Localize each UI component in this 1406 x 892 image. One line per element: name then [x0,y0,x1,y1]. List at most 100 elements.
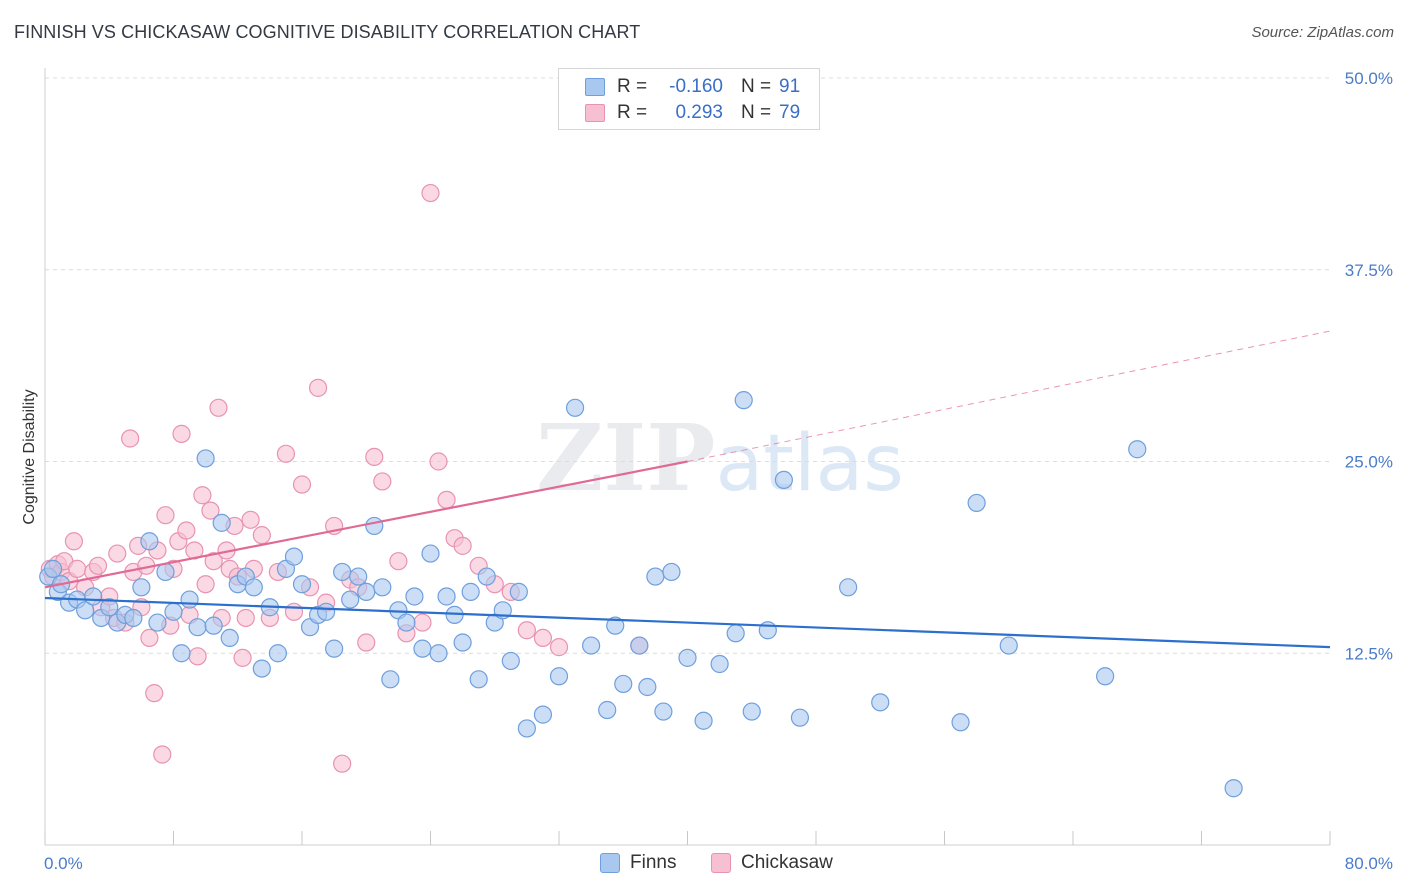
finns-point-86 [967,493,986,513]
finns-point-18 [172,644,191,663]
finns-point-88 [1096,667,1115,686]
finns-point-16 [156,562,175,582]
chickasaw-point-16 [121,429,140,448]
finns-point-82 [790,708,810,727]
finns-point-72 [654,702,673,721]
finns-point-15 [148,613,167,632]
finns-point-80 [758,621,777,640]
finns-swatch [585,78,605,96]
finns-point-69 [630,636,649,655]
chickasaw-point-64 [389,552,408,571]
finns-point-66 [598,700,617,720]
finns-point-61 [517,719,536,738]
chickasaw-point-33 [188,647,207,666]
chickasaw-point-58 [333,754,352,773]
finns-point-65 [582,636,601,655]
finns-point-54 [461,582,480,601]
chickasaw-point-51 [276,444,296,463]
finns-point-70 [638,677,657,697]
chickasaw-point-66 [413,613,432,632]
x-tick-label-1: 80.0% [1345,854,1393,873]
finns-legend-label: Finns [630,852,677,873]
chickasaw-point-61 [357,633,376,652]
finns-point-17 [164,602,183,621]
chickasaw-swatch [585,104,605,122]
finns-point-30 [268,644,288,663]
chickasaw-legend-swatch [711,853,731,873]
finns-point-38 [333,562,352,582]
finns-point-48 [413,639,432,658]
chickasaw-n-value: 79 [779,102,801,123]
finns-point-47 [405,587,424,606]
finns-point-64 [565,398,585,417]
chickasaw-point-63 [373,472,392,491]
chickasaw-point-25 [156,506,175,525]
finns-point-39 [341,590,360,609]
axes [44,68,1331,846]
finns-point-32 [284,547,304,566]
watermark: ZIPatlas [536,404,904,512]
finns-point-87 [999,636,1018,655]
chickasaw-point-44 [233,648,252,667]
chickasaw-point-24 [153,745,172,764]
finns-legend-swatch [600,853,620,873]
finns-point-7 [84,587,103,606]
y-tick-label-2: 37.5% [1345,261,1393,280]
chickasaw-point-75 [517,621,536,640]
finns-point-68 [614,674,633,694]
chickasaw-point-55 [308,378,328,397]
finns-point-73 [662,562,681,582]
y-tick-label-0: 12.5% [1345,644,1393,663]
finns-point-22 [204,616,223,635]
finns-point-50 [429,644,448,663]
chickasaw-legend-label: Chickasaw [741,852,833,873]
finns-point-42 [365,516,384,536]
chickasaw-point-62 [365,447,384,466]
source-label: Source: ZipAtlas.com [1251,24,1394,41]
finns-point-83 [839,578,858,597]
finns-point-89 [1128,440,1147,459]
finns-point-37 [325,639,344,658]
finns-point-21 [196,449,215,468]
finns-point-79 [742,702,761,721]
finns-point-28 [252,659,271,678]
finns-point-75 [694,711,713,730]
finns-point-78 [734,391,753,410]
chart-title: FINNISH VS CHICKASAW COGNITIVE DISABILIT… [14,22,641,42]
finns-point-24 [220,628,239,648]
chickasaw-point-52 [284,602,304,621]
finns-point-49 [421,544,440,563]
chickasaw-point-76 [533,628,553,648]
chickasaw-point-29 [172,424,191,443]
finns-point-55 [469,670,488,689]
chickasaw-point-6 [64,532,84,551]
finns-point-43 [373,578,392,597]
chickasaw-point-30 [177,521,196,540]
chickasaw-point-36 [201,501,220,520]
finns-point-19 [180,590,199,609]
chickasaw-point-71 [453,536,472,555]
finns-point-20 [188,618,207,637]
finns-point-56 [477,567,496,586]
chickasaw-n-label: N = [741,102,772,123]
finns-point-6 [76,601,95,620]
chickasaw-r-value: 0.293 [675,102,723,123]
finns-point-41 [357,582,376,601]
chickasaw-point-37 [204,552,223,571]
finns-point-74 [678,648,697,667]
finns-r-value: -0.160 [669,76,723,97]
finns-point-51 [437,587,456,606]
finns-point-60 [509,582,528,601]
chickasaw-r-label: R = [617,102,648,123]
finns-point-81 [774,470,793,490]
finns-trend-line [44,596,1331,649]
finns-point-1 [43,559,63,578]
finns-point-63 [549,667,569,686]
chickasaw-point-35 [196,575,215,594]
chickasaw-point-34 [193,486,212,505]
finns-point-71 [646,567,665,586]
finns-point-85 [951,713,970,732]
finns-point-12 [124,608,143,628]
chickasaw-point-68 [429,452,448,471]
